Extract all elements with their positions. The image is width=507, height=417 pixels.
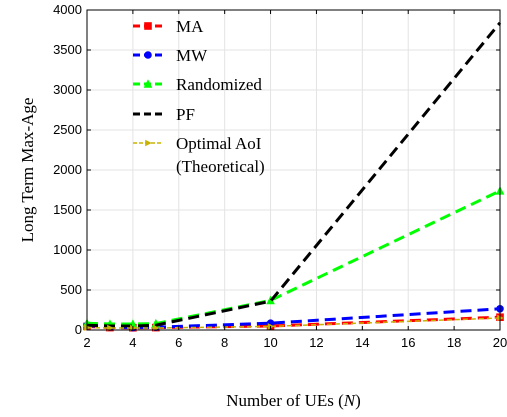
y-tick-label: 3500 [53, 42, 82, 57]
y-tick-label: 3000 [53, 82, 82, 97]
legend-label: Randomized [176, 75, 262, 94]
legend-label: MA [176, 17, 204, 36]
legend-marker [145, 139, 152, 147]
y-tick-label: 1000 [53, 242, 82, 257]
series-line [86, 317, 501, 329]
x-tick-label: 20 [493, 335, 507, 350]
legend-label-line: PF [176, 105, 195, 124]
legend-label-line: Randomized [176, 75, 262, 94]
legend-label-line: MA [176, 17, 204, 36]
x-tick-label: 18 [447, 335, 461, 350]
y-tick-label: 500 [60, 282, 82, 297]
legend-marker [144, 22, 152, 30]
legend-label: MW [176, 46, 208, 65]
series-line [86, 21, 502, 328]
x-tick-label: 14 [355, 335, 369, 350]
y-tick-label: 1500 [53, 202, 82, 217]
series-line [86, 189, 501, 326]
x-tick-label: 12 [309, 335, 323, 350]
x-axis-title: Number of UEs (N) [226, 391, 361, 410]
x-tick-label: 8 [221, 335, 228, 350]
x-tick-label: 16 [401, 335, 415, 350]
series [82, 186, 505, 328]
x-tick-label: 4 [129, 335, 136, 350]
legend-label-line: Optimal AoI [176, 134, 262, 153]
y-axis-title: Long Term Max-Age [18, 98, 37, 243]
y-tick-label: 0 [75, 322, 82, 337]
axis-ticks: 2 4 6 8 10 12 14 16 18 20 0 500 1000 1500 2000 2500 3000… [53, 2, 507, 350]
legend-label: Optimal AoI (Theoretical) [176, 134, 265, 176]
legend-label-line: (Theoretical) [176, 157, 265, 176]
y-tick-label: 2000 [53, 162, 82, 177]
series-layer [82, 21, 505, 332]
series [86, 21, 502, 328]
x-tick-label: 2 [83, 335, 90, 350]
y-tick-label: 2500 [53, 122, 82, 137]
x-tick-label: 10 [263, 335, 277, 350]
legend-label: PF [176, 105, 195, 124]
legend-label-line: MW [176, 46, 208, 65]
legend-marker [144, 51, 152, 59]
x-tick-label: 6 [175, 335, 182, 350]
y-tick-label: 4000 [53, 2, 82, 17]
legend-marker [143, 79, 153, 88]
legend: MA MW Randomized PF Optimal AoI (Theoretical) [133, 17, 265, 176]
